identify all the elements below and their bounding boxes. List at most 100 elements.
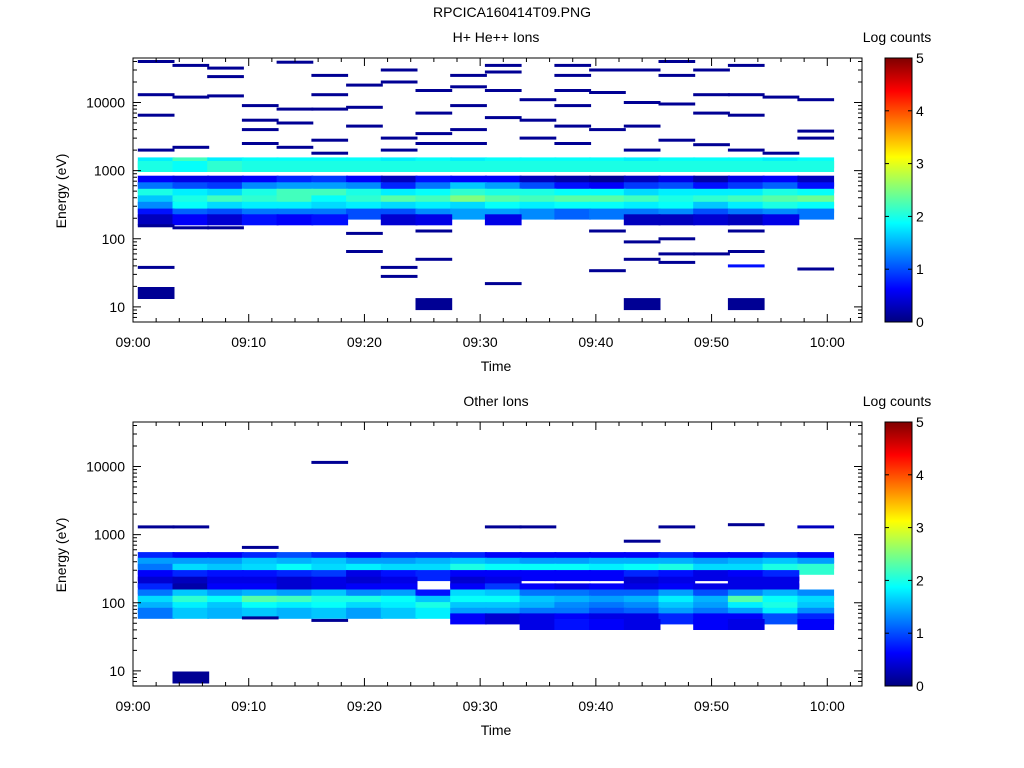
heatmap-cell [241,142,279,145]
heatmap-cell [693,595,730,607]
heatmap-cell [172,570,210,582]
heatmap-cell [589,201,626,213]
heatmap-cell [450,104,487,108]
heatmap-cell [484,188,522,200]
heatmap-cell [450,195,487,207]
heatmap-cell [623,208,661,220]
heatmap-cell [797,188,835,200]
heatmap-cell [589,552,626,564]
heatmap-cell [415,182,453,194]
heatmap-cell [207,208,244,220]
heatmap-cell [241,616,279,620]
heatmap-cell [797,525,835,529]
heatmap-cell [172,602,210,614]
x-tick-label: 09:20 [347,334,382,350]
heatmap-cell [137,201,175,213]
heatmap-cell [276,570,314,582]
heatmap-cell [519,619,557,630]
heatmap-cell [797,201,835,213]
x-axis-label: Time [481,722,512,738]
heatmap-cell [172,226,210,230]
heatmap-cell [519,161,557,172]
heatmap-cell [797,182,835,194]
heatmap-cell [241,563,279,575]
y-tick-label: 10000 [86,459,125,475]
heatmap-cell [727,589,765,601]
heatmap-cell [207,589,244,601]
heatmap-cell [172,95,210,99]
heatmap-cell [658,595,696,607]
heatmap-cell [276,121,314,125]
heatmap-cell [346,576,383,588]
heatmap-cell [241,576,279,588]
x-tick-label: 09:00 [115,698,150,714]
heatmap-cell [276,161,314,172]
heatmap-cell [554,602,592,614]
heatmap-cell [589,182,626,194]
plot-frame [132,57,863,323]
heatmap-cell [623,240,661,244]
heatmap-cell [484,214,522,226]
heatmap-cell [797,161,835,172]
heatmap-cell [311,618,349,622]
heatmap-cell [415,607,453,619]
heatmap-cell [519,602,557,614]
heatmap-cell [346,552,383,564]
heatmap-cell [693,570,730,582]
heatmap-cell [172,583,210,595]
heatmap-cell [415,563,453,575]
heatmap-cell [484,201,522,213]
colorbar-tick-label: 4 [916,467,924,483]
heatmap-cell [311,576,349,588]
heatmap-cell [484,563,522,575]
heatmap-cells [137,60,835,311]
heatmap-cell [346,607,383,619]
colorbar-tick-label: 2 [916,208,924,224]
heatmap-cell [658,60,696,63]
heatmap-cell [346,589,383,601]
heatmap-cell [762,613,800,625]
heatmap-cell [727,607,765,619]
heatmap-cell [137,214,175,226]
heatmap-cell [623,124,661,128]
heatmap-cell [623,175,661,187]
heatmap-cell [727,583,765,595]
heatmap-cell [484,195,522,207]
heatmap-cell [172,557,210,569]
heatmap-cell [415,175,453,187]
heatmap-cell [276,589,314,601]
heatmap-cell [519,570,557,582]
heatmap-cell [241,552,279,564]
heatmap-cell [276,552,314,564]
heatmap-cell [276,557,314,569]
heatmap-cell [623,619,661,630]
heatmap-cell [276,602,314,614]
heatmap-cell [311,73,349,77]
heatmap-cell [554,73,592,77]
heatmap-cell [380,607,418,619]
heatmap-cell [797,136,835,140]
heatmap-cell [762,563,800,575]
heatmap-cell [311,563,349,575]
x-tick-labels: 09:00 09:10 09:20 09:30 09:40 09:50 10:00 [115,334,845,350]
heatmap-cell [658,102,696,106]
colorbar-tick-label: 3 [916,156,924,172]
heatmap-cell [137,161,175,172]
colorbar [884,57,913,323]
heatmap-cell [658,557,696,569]
x-tick-label: 10:00 [810,334,845,350]
heatmap-cell [207,75,244,79]
colorbar-tick-label: 0 [916,678,924,694]
plot-axes [132,421,863,687]
heatmap-cell [380,188,418,200]
heatmap-cell [276,145,314,149]
heatmap-cell [207,570,244,582]
heatmap-cell [589,607,626,619]
heatmap-cell [693,182,730,194]
heatmap-cell [450,557,487,569]
heatmap-cell [241,583,279,595]
colorbar-label: Log counts [863,393,932,409]
heatmap-cell [797,195,835,207]
plot-axes [132,57,863,323]
